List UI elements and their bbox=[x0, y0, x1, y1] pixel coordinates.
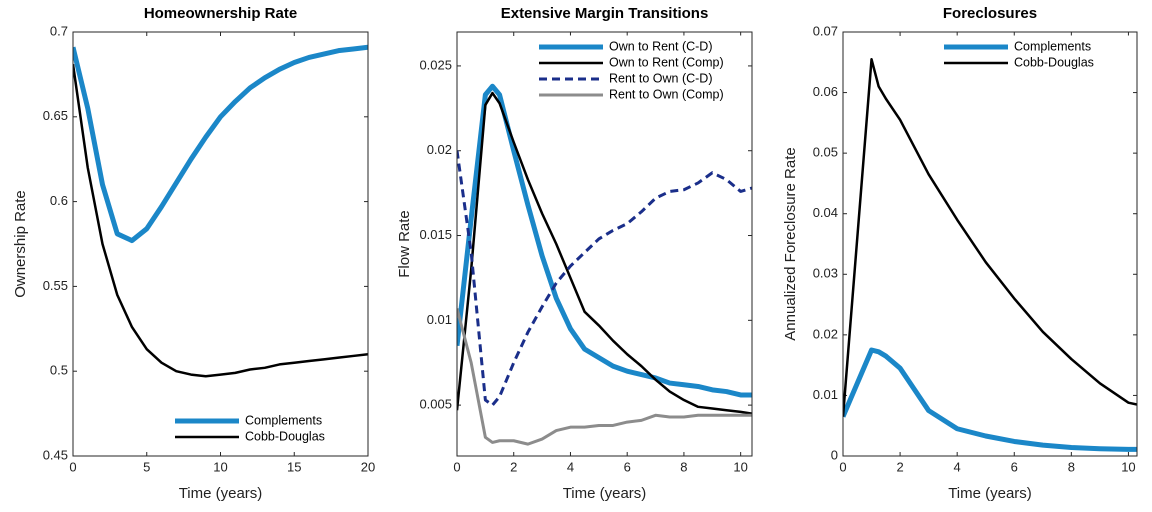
legend-label: Own to Rent (C-D) bbox=[609, 39, 713, 53]
x-tick-label: 0 bbox=[453, 459, 460, 474]
x-axis-label: Time (years) bbox=[563, 485, 647, 502]
y-tick-label: 0.45 bbox=[43, 447, 68, 462]
y-tick-label: 0.02 bbox=[813, 326, 838, 341]
x-tick-label: 15 bbox=[287, 459, 301, 474]
x-axis-label: Time (years) bbox=[179, 485, 263, 502]
axes-box bbox=[456, 31, 753, 457]
series-line bbox=[843, 347, 1137, 452]
y-axis-label: Flow Rate bbox=[396, 210, 413, 278]
plot-area bbox=[73, 32, 368, 456]
x-tick-label: 8 bbox=[680, 459, 687, 474]
legend-label: Cobb-Douglas bbox=[1014, 55, 1094, 69]
x-axis-label: Time (years) bbox=[948, 485, 1032, 502]
chart-title: Foreclosures bbox=[943, 5, 1037, 22]
y-tick-label: 0.01 bbox=[427, 312, 452, 327]
y-tick-label: 0.6 bbox=[50, 193, 68, 208]
series-line bbox=[73, 44, 368, 244]
y-tick-label: 0.01 bbox=[813, 387, 838, 402]
y-tick-label: 0.02 bbox=[427, 142, 452, 157]
x-tick-label: 5 bbox=[143, 459, 150, 474]
x-tick-label: 8 bbox=[1068, 459, 1075, 474]
x-tick-label: 20 bbox=[361, 459, 375, 474]
y-axis-label: Ownership Rate bbox=[12, 190, 29, 298]
y-tick-label: 0.06 bbox=[813, 84, 838, 99]
series-line bbox=[457, 83, 752, 398]
series-line bbox=[457, 150, 752, 407]
x-tick-label: 2 bbox=[510, 459, 517, 474]
legend-label: Complements bbox=[1014, 39, 1091, 53]
y-tick-label: 0 bbox=[831, 447, 838, 462]
x-tick-label: 2 bbox=[896, 459, 903, 474]
y-tick-label: 0.65 bbox=[43, 108, 68, 123]
chart-title: Homeownership Rate bbox=[144, 5, 297, 22]
y-tick-label: 0.55 bbox=[43, 278, 68, 293]
legend-label: Cobb-Douglas bbox=[245, 429, 325, 443]
y-axis-label: Annualized Foreclosure Rate bbox=[782, 147, 799, 340]
legend: Own to Rent (C-D) Own to Rent (Comp) Rent … bbox=[530, 35, 747, 107]
y-tick-label: 0.07 bbox=[813, 23, 838, 38]
legend: Complements Cobb-Douglas bbox=[166, 409, 363, 449]
x-tick-label: 0 bbox=[839, 459, 846, 474]
legend: Complements Cobb-Douglas bbox=[935, 35, 1132, 75]
x-tick-label: 4 bbox=[567, 459, 574, 474]
legend-label: Own to Rent (Comp) bbox=[609, 55, 724, 69]
x-tick-label: 10 bbox=[213, 459, 227, 474]
series-line bbox=[457, 308, 752, 446]
series-line bbox=[73, 64, 368, 378]
x-tick-label: 10 bbox=[733, 459, 747, 474]
y-tick-label: 0.05 bbox=[813, 145, 838, 160]
x-tick-label: 6 bbox=[1011, 459, 1018, 474]
plot-area bbox=[843, 32, 1137, 456]
y-tick-label: 0.015 bbox=[419, 227, 452, 242]
x-tick-label: 0 bbox=[69, 459, 76, 474]
legend-label: Complements bbox=[245, 413, 322, 427]
y-tick-label: 0.025 bbox=[419, 57, 452, 72]
legend-box bbox=[935, 35, 1132, 75]
axes-box bbox=[72, 31, 369, 457]
y-tick-label: 0.005 bbox=[419, 397, 452, 412]
y-tick-label: 0.5 bbox=[50, 363, 68, 378]
x-tick-label: 4 bbox=[954, 459, 961, 474]
x-tick-label: 10 bbox=[1121, 459, 1135, 474]
axes-box bbox=[842, 31, 1138, 457]
legend-label: Rent to Own (C-D) bbox=[609, 71, 713, 85]
series-line bbox=[457, 91, 752, 415]
x-tick-label: 6 bbox=[624, 459, 631, 474]
legend-box bbox=[166, 409, 363, 449]
legend-label: Rent to Own (Comp) bbox=[609, 87, 724, 101]
y-tick-label: 0.7 bbox=[50, 23, 68, 38]
y-tick-label: 0.04 bbox=[813, 205, 838, 220]
series-line bbox=[843, 58, 1137, 417]
chart-title: Extensive Margin Transitions bbox=[501, 5, 709, 22]
y-tick-label: 0.03 bbox=[813, 266, 838, 281]
